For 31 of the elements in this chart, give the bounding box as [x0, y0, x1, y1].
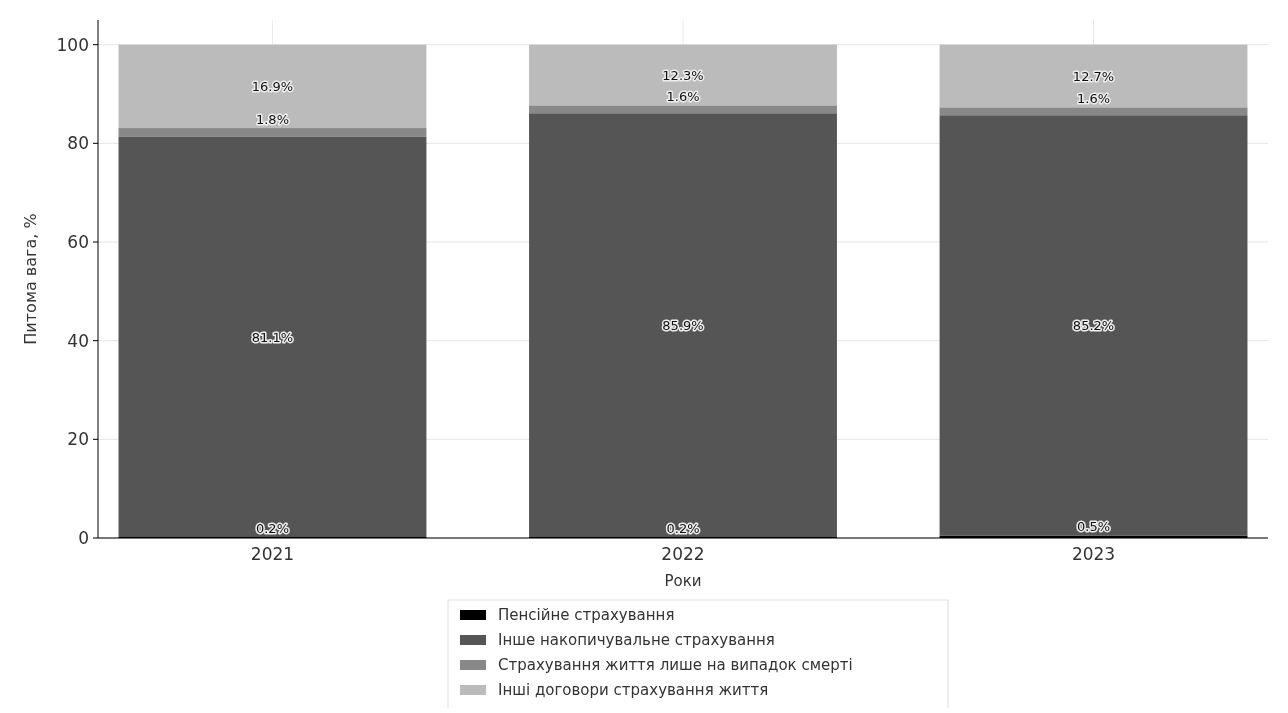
data-label: 12.7%: [1072, 68, 1115, 84]
bar: [529, 113, 837, 538]
x-axis-title: Роки: [664, 572, 702, 590]
bar: [118, 44, 427, 129]
bar: [529, 105, 837, 114]
bar: [118, 128, 427, 137]
y-tick-label: 20: [67, 429, 89, 450]
y-axis-title: Питома вага, %: [21, 213, 40, 345]
data-label: 1.6%: [666, 88, 700, 104]
y-tick-label: 80: [67, 133, 89, 154]
x-tick-label: 2022: [661, 544, 705, 564]
bar: [529, 44, 837, 106]
legend-label: Страхування життя лише на випадок смерті: [498, 656, 853, 675]
bar: [939, 44, 1248, 108]
bar: [118, 136, 427, 538]
y-tick-label: 0: [78, 527, 89, 548]
data-label: 12.3%: [662, 67, 704, 83]
data-label: 1.6%: [1077, 90, 1111, 106]
bar: [939, 115, 1248, 536]
x-tick-label: 2021: [250, 544, 295, 564]
legend-label: Інші договори страхування життя: [498, 681, 769, 700]
bar: [939, 107, 1248, 116]
y-tick-label: 100: [56, 34, 89, 55]
legend-label: Пенсійне страхування: [498, 606, 675, 625]
data-label: 0.2%: [666, 520, 700, 536]
data-label: 16.9%: [251, 78, 294, 94]
data-label: 1.8%: [255, 111, 289, 127]
y-tick-label: 40: [67, 330, 89, 351]
y-tick-label: 60: [67, 231, 89, 252]
x-tick-label: 2023: [1071, 544, 1116, 564]
legend-label: Інше накопичувальне страхування: [498, 631, 775, 650]
